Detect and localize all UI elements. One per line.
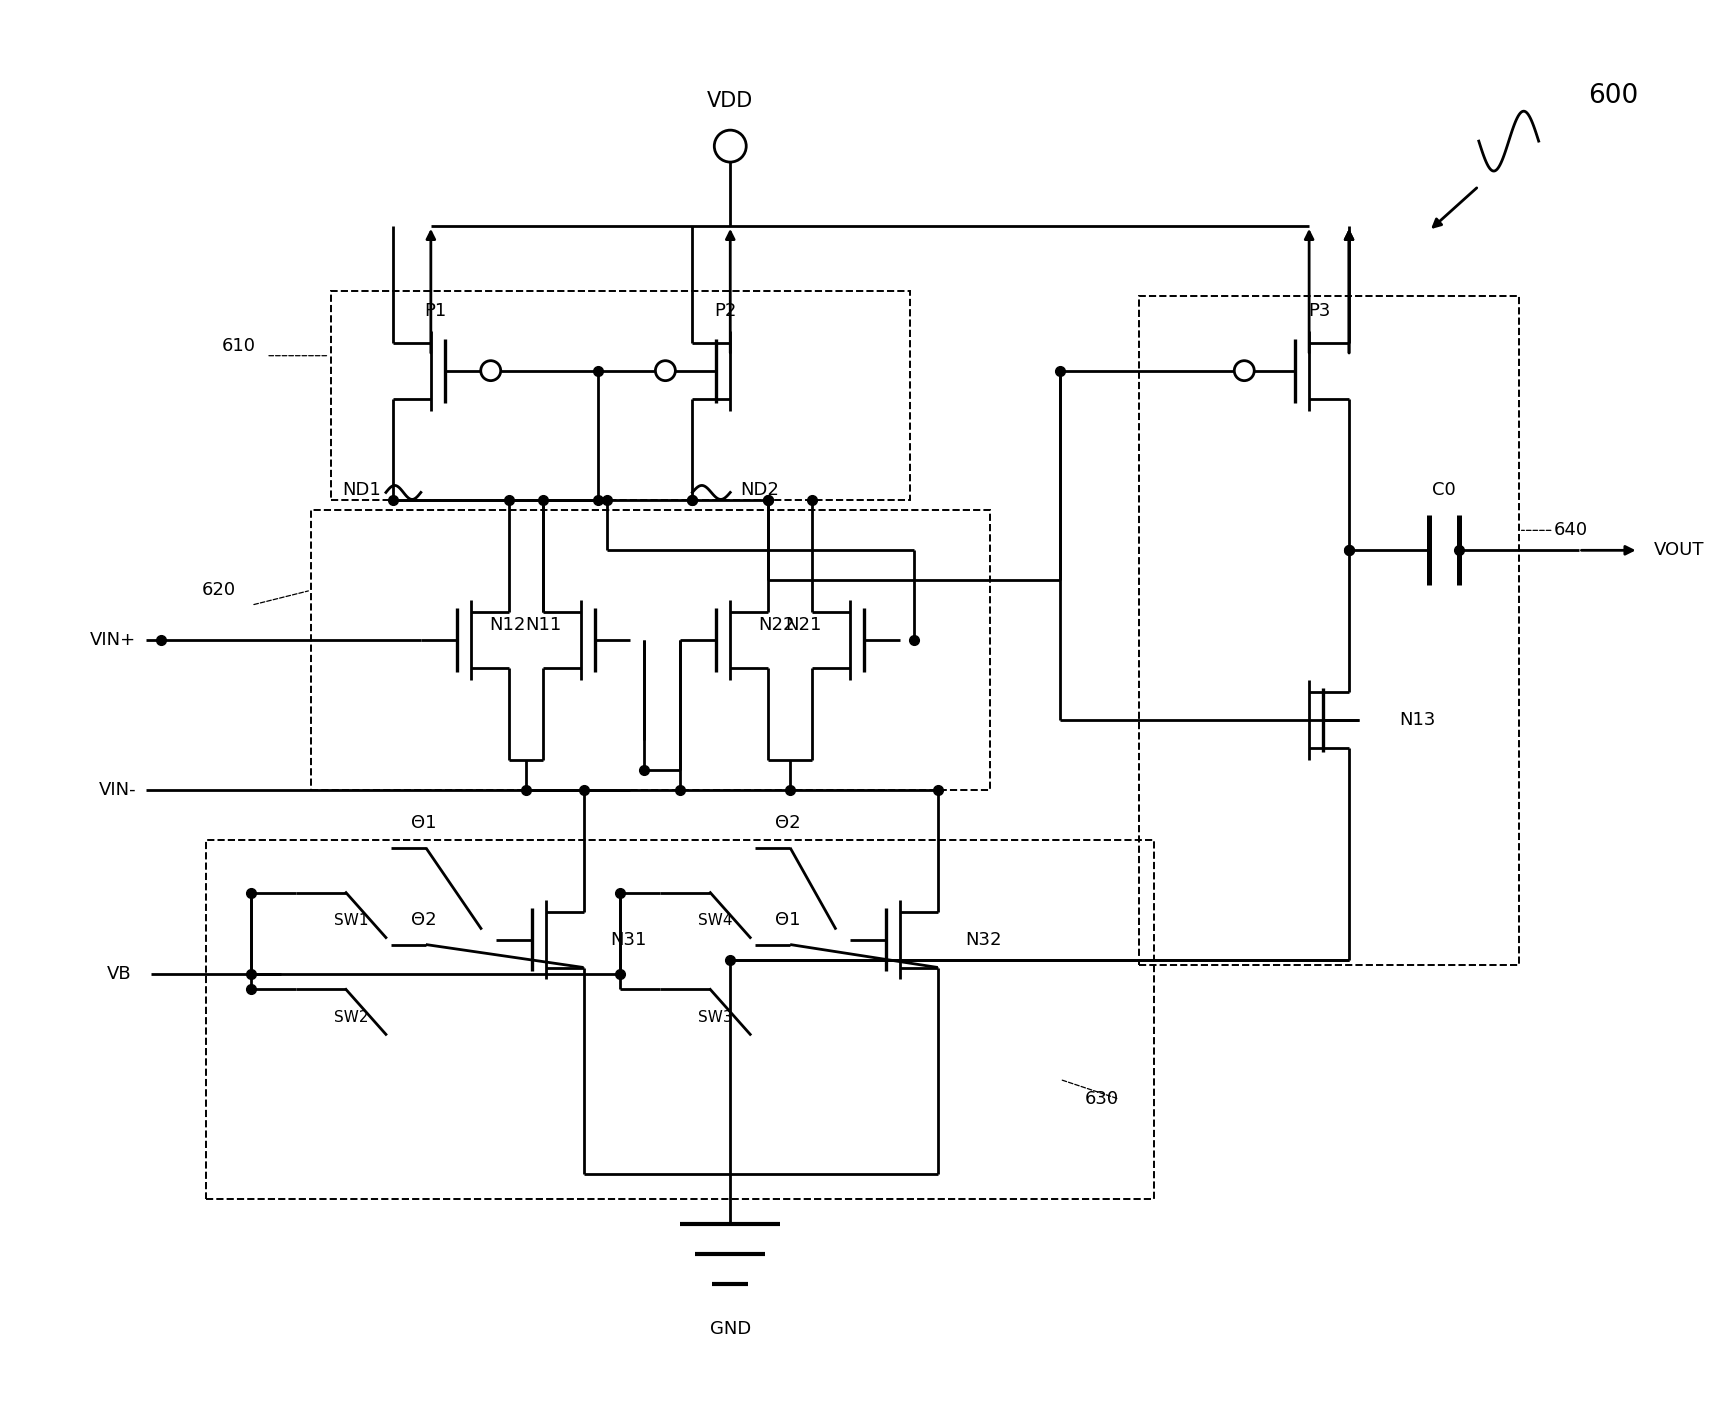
Text: 620: 620	[202, 582, 236, 599]
Bar	[1139, 295, 1519, 964]
Text: Θ2: Θ2	[411, 911, 437, 928]
Text: N13: N13	[1400, 712, 1436, 729]
Text: VB: VB	[107, 965, 131, 984]
Text: VIN+: VIN+	[90, 632, 136, 649]
Text: Θ1: Θ1	[775, 911, 801, 928]
Text: N32: N32	[965, 931, 1001, 948]
Text: 640: 640	[1553, 522, 1588, 539]
Text: SW3: SW3	[697, 1010, 732, 1025]
Bar	[331, 291, 910, 501]
Text: P3: P3	[1308, 302, 1331, 319]
Text: GND: GND	[709, 1320, 751, 1338]
Text: VDD: VDD	[708, 91, 753, 111]
Text: 630: 630	[1084, 1091, 1118, 1108]
Text: C0: C0	[1433, 482, 1455, 499]
Text: N22: N22	[759, 616, 796, 635]
Text: VIN-: VIN-	[98, 781, 136, 799]
Text: 600: 600	[1588, 83, 1638, 110]
Text: Θ2: Θ2	[775, 814, 801, 831]
Text: ND2: ND2	[740, 482, 778, 499]
Text: P1: P1	[425, 302, 447, 319]
Text: SW1: SW1	[333, 913, 368, 928]
Text: P2: P2	[715, 302, 737, 319]
Text: ND1: ND1	[342, 482, 381, 499]
Text: N12: N12	[488, 616, 526, 635]
Text: N11: N11	[526, 616, 563, 635]
Text: N31: N31	[611, 931, 647, 948]
Text: Θ1: Θ1	[411, 814, 437, 831]
Text: 610: 610	[223, 337, 255, 355]
Text: N21: N21	[785, 616, 822, 635]
Text: SW4: SW4	[697, 913, 732, 928]
Bar	[207, 840, 1155, 1199]
Text: SW2: SW2	[333, 1010, 368, 1025]
Text: VOUT: VOUT	[1654, 542, 1704, 559]
Bar	[311, 511, 989, 790]
